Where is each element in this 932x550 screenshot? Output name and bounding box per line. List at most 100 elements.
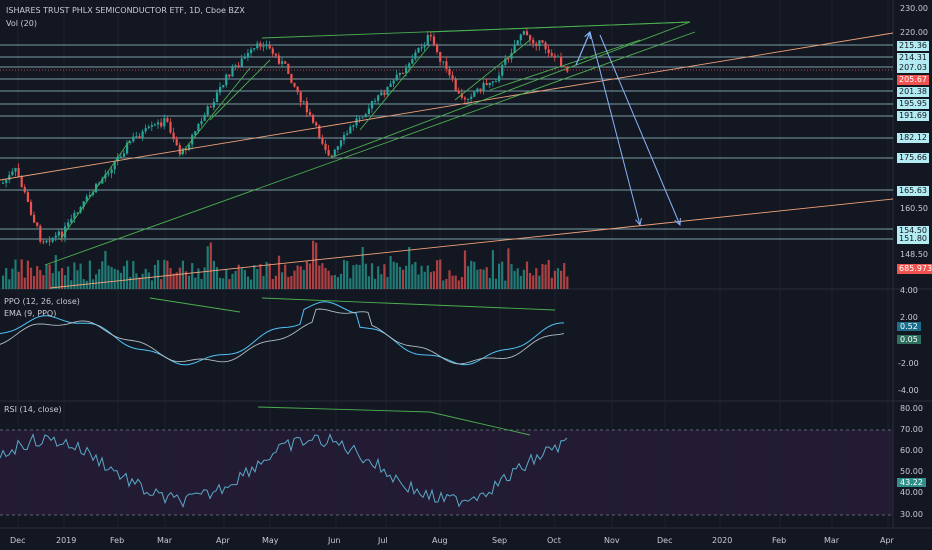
arrow-head bbox=[584, 30, 591, 40]
volume-bar bbox=[302, 269, 305, 289]
time-tick: Feb bbox=[110, 536, 125, 545]
trend-line bbox=[44, 31, 696, 266]
candle-body bbox=[104, 174, 107, 179]
candle-body bbox=[498, 75, 501, 82]
candle-body bbox=[107, 173, 110, 175]
volume-bar bbox=[467, 266, 470, 289]
candle-body bbox=[157, 122, 160, 125]
time-axis[interactable]: Dec 2019 Feb Mar Apr May Jun Jul Aug Sep Oct Nov Dec… bbox=[0, 528, 894, 550]
candle-body bbox=[141, 131, 144, 139]
volume-bar bbox=[563, 262, 566, 289]
volume-bar bbox=[401, 269, 405, 289]
level-badge: 685.973K bbox=[897, 264, 932, 274]
volume-bar bbox=[163, 259, 166, 289]
volume-bar bbox=[284, 264, 287, 289]
volume-bar bbox=[228, 279, 231, 289]
volume-bar bbox=[312, 240, 315, 289]
candle-body bbox=[370, 101, 374, 109]
candle-body bbox=[538, 40, 541, 47]
volume-bar bbox=[488, 277, 491, 289]
volume-bar bbox=[566, 276, 569, 289]
ppo-tick: -2.00 bbox=[898, 359, 919, 368]
volume-bar bbox=[129, 276, 132, 289]
volume-bar bbox=[265, 261, 268, 289]
candle-body bbox=[101, 178, 104, 184]
volume-bar bbox=[225, 269, 228, 289]
candle-body bbox=[414, 52, 417, 60]
volume-bar bbox=[538, 275, 541, 289]
volume-bar bbox=[39, 270, 42, 289]
candle-body bbox=[327, 149, 330, 156]
volume-bar bbox=[85, 280, 88, 289]
volume-bar bbox=[293, 270, 296, 289]
volume-bar bbox=[243, 270, 246, 289]
candle-body bbox=[76, 212, 79, 214]
candle-body bbox=[147, 126, 150, 129]
rsi-legend[interactable]: RSI (14, close) bbox=[4, 405, 62, 414]
candle-body bbox=[135, 136, 138, 138]
candle-body bbox=[324, 143, 327, 150]
candle-body bbox=[488, 82, 491, 86]
volume-bar bbox=[70, 280, 73, 289]
candle-body bbox=[460, 93, 463, 98]
candle-body bbox=[566, 66, 569, 72]
volume-bar bbox=[327, 270, 330, 289]
volume-bar bbox=[188, 275, 191, 289]
price-axis[interactable]: 230.00 220.00 160.50 148.50 4.00 2.00 -2… bbox=[893, 0, 932, 528]
volume-bar bbox=[14, 259, 17, 289]
volume-bar bbox=[383, 264, 386, 289]
volume-bar bbox=[200, 278, 203, 289]
candle-body bbox=[504, 58, 507, 65]
volume-bar bbox=[79, 263, 82, 289]
candle-body bbox=[507, 58, 510, 60]
candle-body bbox=[339, 140, 343, 147]
rsi-divergence-line bbox=[257, 406, 431, 413]
candle-body bbox=[470, 96, 473, 99]
ppo-legend[interactable]: PPO (12, 26, close) bbox=[4, 297, 80, 306]
candle-body bbox=[234, 65, 237, 67]
candle-body bbox=[287, 63, 290, 74]
projection-arrow bbox=[599, 34, 681, 226]
volume-bar bbox=[560, 270, 563, 289]
volume-bar bbox=[250, 279, 253, 289]
candle-body bbox=[256, 43, 259, 49]
candle-body bbox=[467, 98, 470, 100]
volume-bar bbox=[417, 274, 420, 289]
level-badge: 151.80 bbox=[897, 234, 929, 244]
volume-bar bbox=[510, 264, 513, 289]
candle-body bbox=[473, 91, 476, 97]
candle-body bbox=[150, 125, 153, 127]
candle-body bbox=[225, 74, 228, 86]
volume-bar bbox=[405, 265, 408, 289]
ema-legend[interactable]: EMA (9, PPO) bbox=[4, 309, 57, 318]
volume-legend[interactable]: Vol (20) bbox=[6, 19, 37, 28]
volume-bar bbox=[336, 277, 339, 289]
candle-body bbox=[166, 118, 169, 122]
candle-body bbox=[550, 53, 553, 56]
volume-bar bbox=[197, 268, 200, 289]
candle-body bbox=[153, 124, 157, 126]
time-tick: Feb bbox=[772, 536, 787, 545]
candle-body bbox=[358, 118, 361, 120]
candle-body bbox=[228, 74, 231, 77]
symbol-title[interactable]: ISHARES TRUST PHLX SEMICONDUCTOR ETF, 1D… bbox=[6, 6, 245, 15]
volume-bar bbox=[110, 267, 113, 289]
level-badge: 175.66 bbox=[897, 153, 929, 163]
candle-body bbox=[544, 42, 547, 50]
candle-body bbox=[33, 214, 36, 223]
candle-body bbox=[532, 39, 535, 44]
candle-body bbox=[293, 83, 296, 87]
volume-bar bbox=[64, 275, 67, 289]
ppo-divergence-line bbox=[149, 297, 241, 313]
candle-body bbox=[144, 128, 147, 132]
volume-bar bbox=[436, 260, 439, 289]
volume-bar bbox=[281, 272, 284, 289]
level-badge: 191.69 bbox=[897, 111, 929, 121]
candle-body bbox=[516, 40, 519, 45]
trend-line bbox=[59, 139, 131, 241]
volume-bar bbox=[352, 265, 355, 289]
volume-bar bbox=[374, 278, 377, 289]
volume-bar bbox=[550, 277, 553, 289]
candle-body bbox=[194, 131, 197, 135]
